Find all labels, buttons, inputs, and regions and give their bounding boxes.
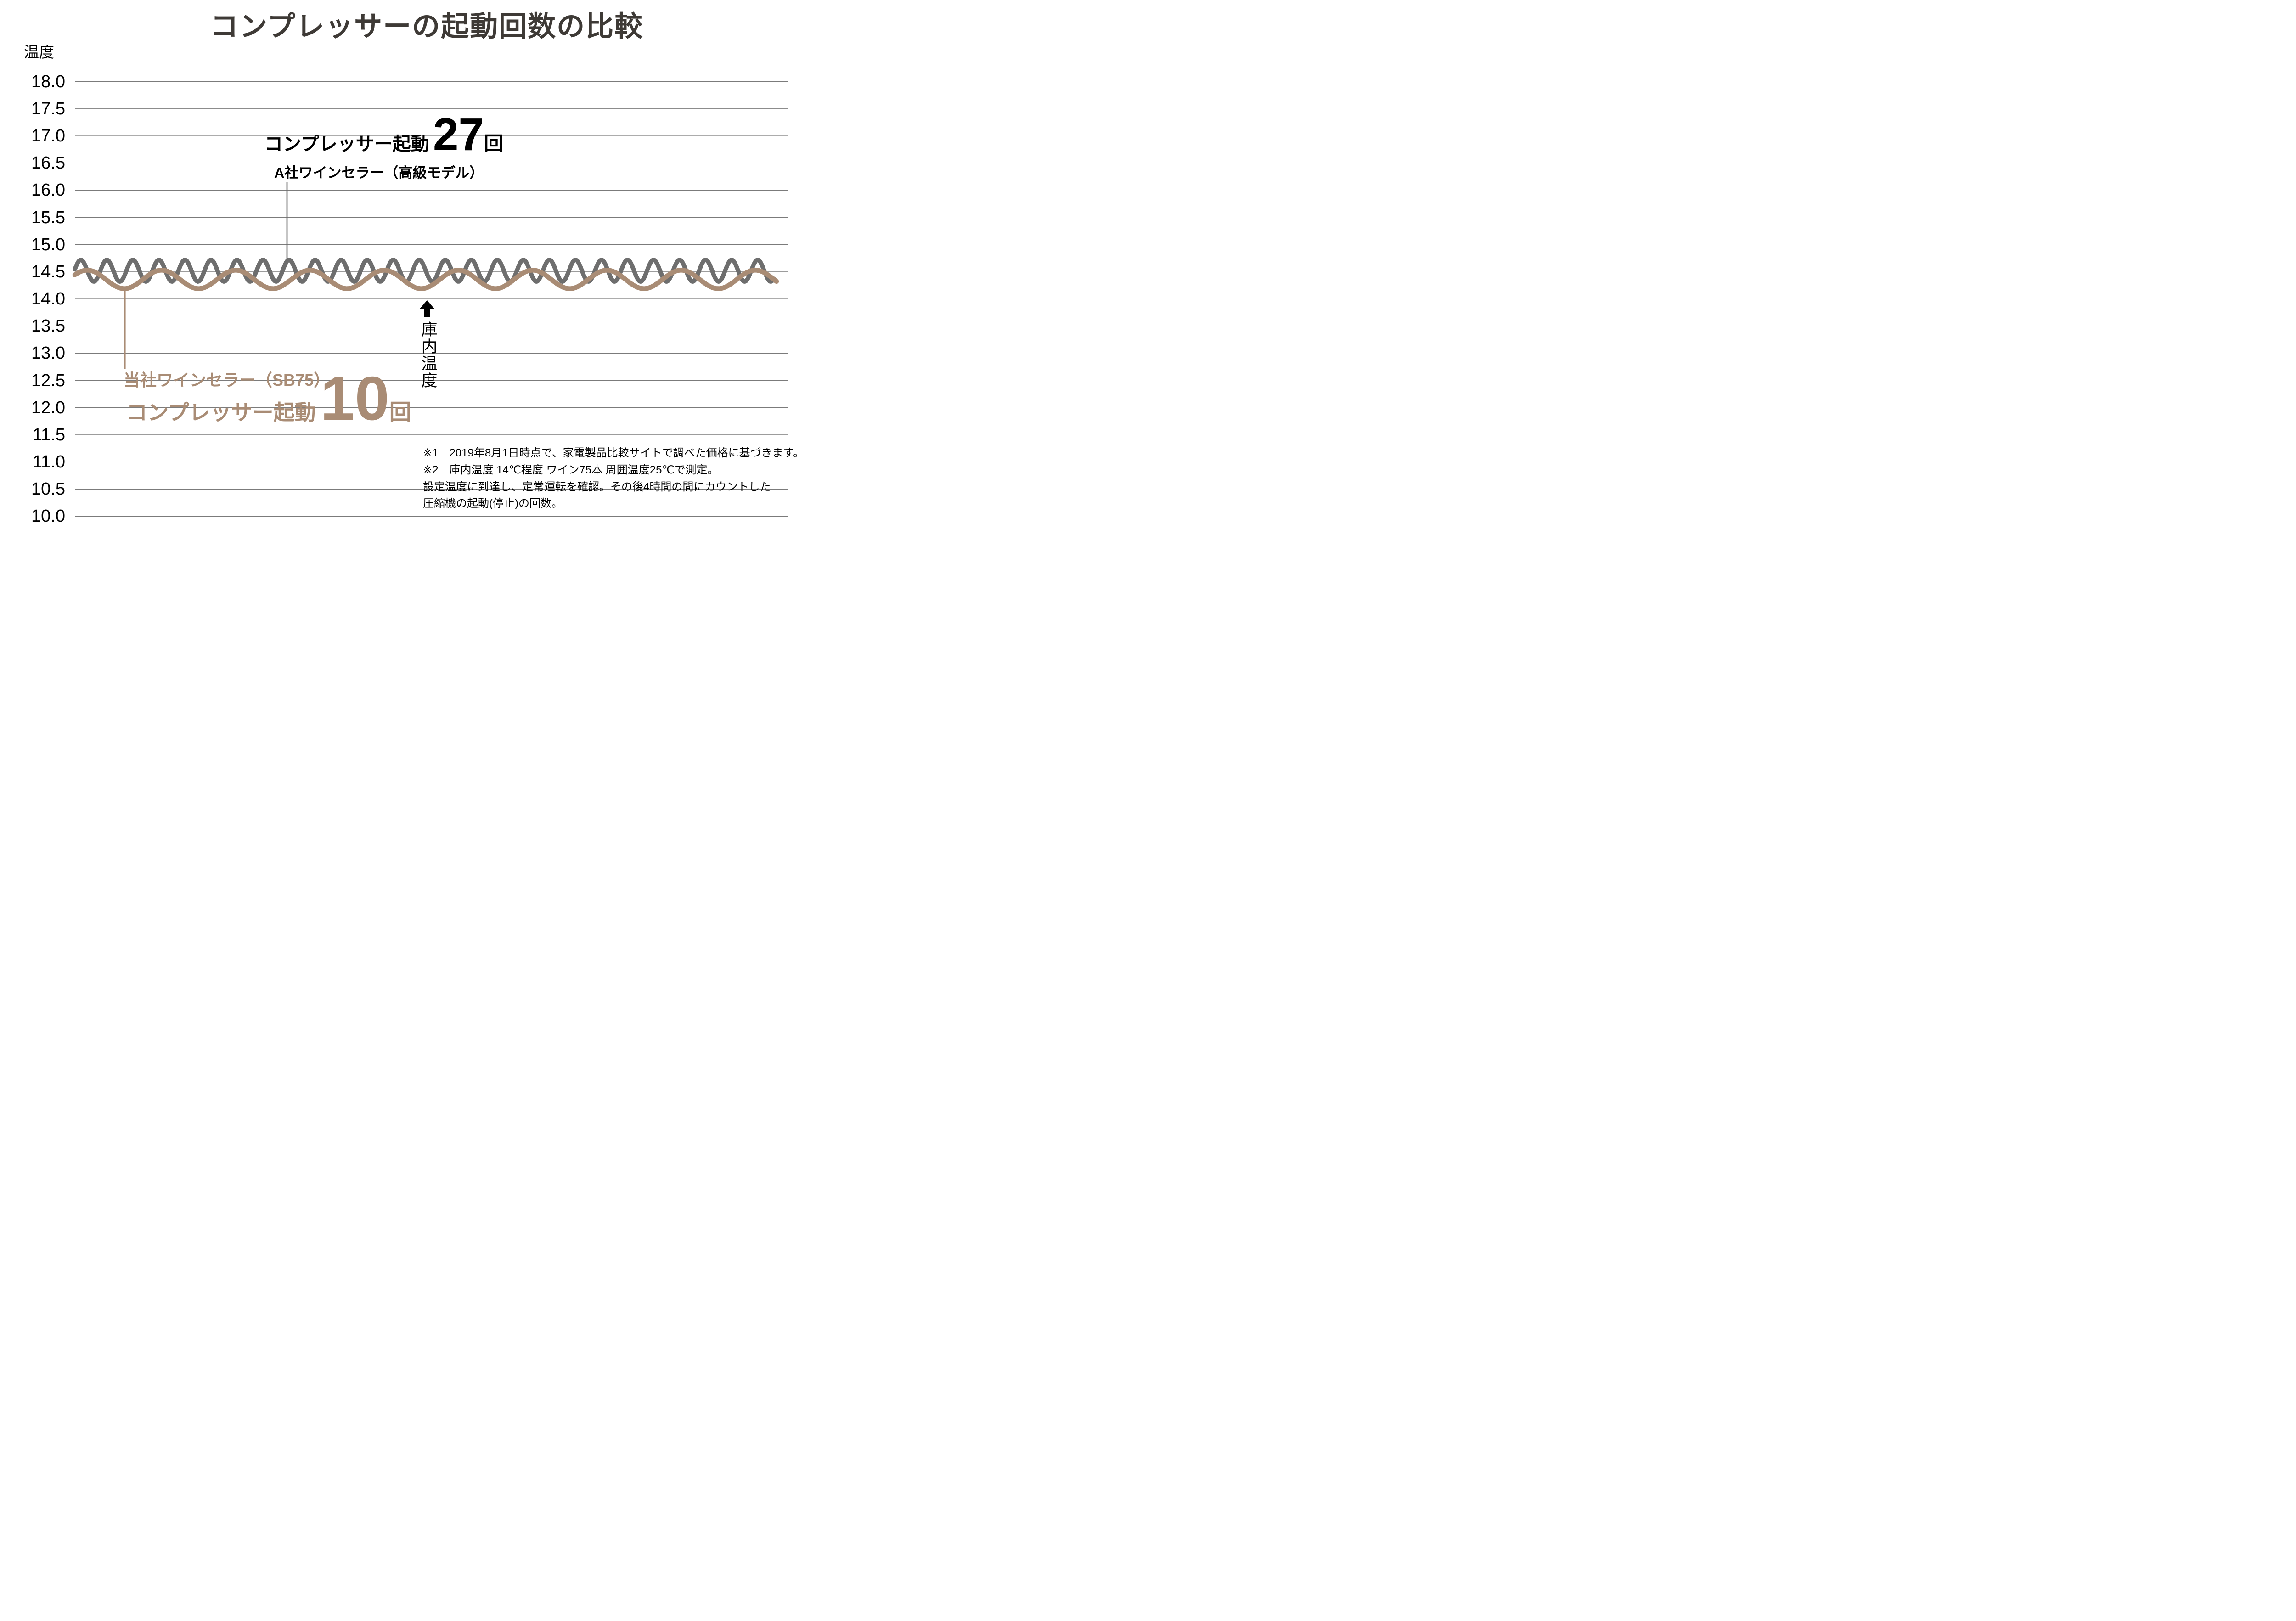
chart-title: コンプレッサーの起動回数の比較 xyxy=(210,11,644,42)
plot-area xyxy=(72,81,788,517)
y-tick-label: 14.5 xyxy=(31,262,65,281)
footnote-line: ※2 庫内温度 14℃程度 ワイン75本 周囲温度25℃で測定。 xyxy=(423,463,719,476)
footnote-line: ※1 2019年8月1日時点で、家電製品比較サイトで調べた価格に基づきます。 xyxy=(423,447,805,459)
internal-temperature-label: 庫内温度 xyxy=(419,321,437,389)
y-tick-label: 10.0 xyxy=(31,507,65,526)
series-line-competitor xyxy=(73,258,776,284)
gridlines xyxy=(75,81,788,517)
footnote-line: 圧縮機の起動(停止)の回数。 xyxy=(423,497,563,510)
y-tick-label: 15.0 xyxy=(31,235,65,254)
chart-canvas: コンプレッサーの起動回数の比較 温度 18.0 17.5 17.0 16.5 16.0 1… xyxy=(0,0,818,540)
footnote-line: 設定温度に到達し、定常運転を確認。その後4時間の間にカウントした xyxy=(423,480,771,493)
footnotes-block: ※1 2019年8月1日時点で、家電製品比較サイトで調べた価格に基づきます。 ※2… xyxy=(423,445,818,512)
annotation-competitor-prefix: コンプレッサー起動 xyxy=(264,134,429,154)
annotation-own-starts: コンプレッサー起動 10 回 xyxy=(126,367,411,429)
y-tick-label: 13.0 xyxy=(31,343,65,363)
series-line-own xyxy=(72,268,779,291)
annotation-own-prefix: コンプレッサー起動 xyxy=(126,400,316,424)
y-tick-label: 17.5 xyxy=(31,99,65,118)
y-tick-label: 16.0 xyxy=(31,180,65,200)
label-competitor-product: A社ワインセラー（高級モデル） xyxy=(274,165,484,181)
annotation-own-unit: 回 xyxy=(389,400,411,425)
y-tick-label: 10.5 xyxy=(31,479,65,499)
y-tick-label: 14.0 xyxy=(31,289,65,309)
y-tick-label: 12.5 xyxy=(31,371,65,390)
y-tick-label: 17.0 xyxy=(31,126,65,146)
y-axis-title: 温度 xyxy=(24,44,54,61)
y-tick-label: 15.5 xyxy=(31,208,65,227)
up-arrow-icon xyxy=(419,300,435,317)
y-tick-label: 18.0 xyxy=(31,72,65,91)
annotation-competitor-count: 27 xyxy=(433,109,484,160)
label-own-product: 当社ワインセラー（SB75） xyxy=(124,371,331,389)
annotation-competitor-starts: コンプレッサー起動 27 回 xyxy=(264,112,503,158)
y-tick-label: 16.5 xyxy=(31,153,65,173)
y-tick-label: 12.0 xyxy=(31,398,65,417)
y-tick-label: 13.5 xyxy=(31,316,65,336)
annotation-competitor-unit: 回 xyxy=(484,133,504,154)
y-tick-label: 11.5 xyxy=(32,425,65,445)
annotation-own-count: 10 xyxy=(320,364,389,433)
y-tick-label: 11.0 xyxy=(32,452,65,472)
